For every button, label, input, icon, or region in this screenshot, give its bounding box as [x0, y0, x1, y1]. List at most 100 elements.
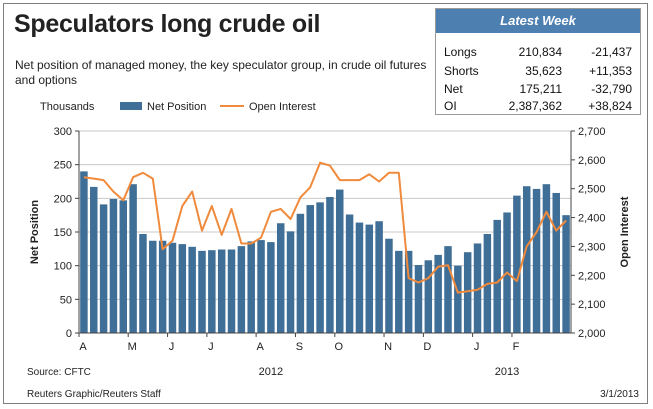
bar-net-position	[286, 231, 295, 333]
year-label: 2012	[259, 366, 283, 378]
x-tick-label: F	[513, 341, 520, 353]
bar-net-position	[217, 249, 226, 333]
bar-net-position	[434, 254, 442, 333]
bar-net-position	[562, 215, 570, 333]
bar-net-position	[336, 189, 344, 333]
publish-date: 3/1/2013	[600, 389, 639, 400]
y2-tick-label: 2,400	[578, 213, 606, 225]
bar-net-position	[463, 252, 472, 333]
bar-net-position	[306, 205, 314, 333]
bar-net-position	[99, 204, 108, 333]
legend-swatch-net-position	[120, 102, 142, 110]
row-change: +38,824	[588, 99, 632, 113]
bar-net-position	[296, 213, 305, 333]
units-label: Thousands	[40, 101, 95, 113]
bar-net-position	[522, 186, 531, 333]
bar-net-position	[276, 223, 285, 333]
chart-title: Speculators long crude oil	[14, 10, 321, 38]
row-value: 2,387,362	[508, 99, 562, 113]
latest-week-row-net: Net 175,211 -32,790	[436, 82, 640, 100]
credit-note: Reuters Graphic/Reuters Staff	[27, 389, 161, 400]
bar-net-position	[257, 240, 265, 333]
bar-net-position	[198, 250, 206, 333]
row-value: 35,623	[525, 64, 562, 78]
bar-net-position	[375, 221, 383, 333]
legend-label-net-position: Net Position	[147, 101, 206, 113]
y2-tick-label: 2,700	[578, 126, 606, 138]
bar-net-position	[493, 219, 501, 333]
bar-net-position	[80, 171, 88, 333]
y-tick-label: 0	[66, 328, 72, 340]
bar-net-position	[444, 246, 452, 333]
bar-net-position	[109, 199, 118, 333]
latest-week-row-longs: Longs 210,834 -21,437	[436, 45, 640, 63]
bar-net-position	[158, 240, 167, 333]
x-tick-label: A	[256, 341, 264, 353]
bar-net-position	[532, 188, 541, 333]
x-tick-label: D	[423, 341, 431, 353]
year-label: 2013	[495, 366, 519, 378]
chart-subtitle: Net position of managed money, the key s…	[15, 58, 427, 87]
bar-net-position	[513, 195, 521, 333]
x-tick-label: M	[128, 341, 137, 353]
source-note: Source: CFTC	[27, 367, 91, 378]
bar-net-position	[424, 260, 433, 333]
bar-net-position	[227, 249, 236, 333]
y-tick-label: 150	[54, 227, 72, 239]
bar-net-position	[119, 200, 128, 333]
row-label: OI	[444, 99, 457, 113]
latest-week-header: Latest Week	[436, 9, 640, 33]
bar-net-position	[395, 250, 403, 333]
y2-axis-title: Open Interest	[619, 196, 631, 267]
x-tick-label: J	[208, 341, 214, 353]
bar-net-position	[326, 196, 334, 333]
y-tick-label: 200	[54, 193, 72, 205]
bar-net-position	[247, 241, 255, 333]
bar-net-position	[414, 264, 423, 333]
bar-net-position	[404, 250, 413, 333]
chart-frame	[3, 3, 648, 404]
x-tick-label: S	[296, 341, 303, 353]
y2-tick-label: 2,300	[578, 241, 606, 253]
bar-net-position	[542, 184, 551, 333]
legend-label-open-interest: Open Interest	[249, 101, 316, 113]
y-tick-label: 100	[54, 261, 72, 273]
y2-tick-label: 2,200	[578, 270, 606, 282]
y-tick-label: 50	[60, 294, 72, 306]
bar-net-position	[168, 242, 177, 333]
latest-week-row-oi: OI 2,387,362 +38,824	[436, 99, 640, 117]
row-value: 175,211	[519, 82, 563, 96]
latest-week-panel: Latest Week Longs 210,834 -21,437 Shorts…	[435, 8, 641, 115]
x-tick-label: J	[169, 341, 175, 353]
bar-net-position	[149, 240, 157, 333]
latest-week-row-shorts: Shorts 35,623 +11,353	[436, 64, 640, 82]
row-label: Net	[444, 82, 463, 96]
bar-net-position	[208, 250, 216, 333]
bar-net-position	[237, 246, 246, 333]
row-change: -32,790	[591, 82, 632, 96]
row-label: Longs	[444, 45, 477, 59]
bar-net-position	[454, 265, 462, 333]
row-value: 210,834	[518, 45, 562, 59]
y-tick-label: 250	[54, 160, 72, 172]
bar-net-position	[385, 238, 393, 333]
row-change: +11,353	[589, 64, 632, 78]
y2-tick-label: 2,500	[578, 184, 606, 196]
bar-net-position	[178, 244, 187, 333]
x-tick-label: J	[474, 341, 480, 353]
bar-net-position	[316, 202, 324, 333]
y-axis-title: Net Position	[29, 200, 41, 264]
bar-net-position	[139, 234, 147, 333]
bar-net-position	[267, 242, 275, 333]
bar-net-position	[345, 214, 354, 333]
bar-net-position	[129, 184, 137, 333]
bar-net-position	[552, 192, 560, 333]
row-label: Shorts	[444, 64, 479, 78]
row-change: -21,437	[591, 45, 632, 59]
line-open-interest	[83, 161, 567, 294]
y2-tick-label: 2,000	[578, 328, 606, 340]
bar-net-position	[188, 246, 196, 333]
y2-tick-label: 2,100	[578, 299, 606, 311]
bar-net-position	[90, 186, 98, 333]
